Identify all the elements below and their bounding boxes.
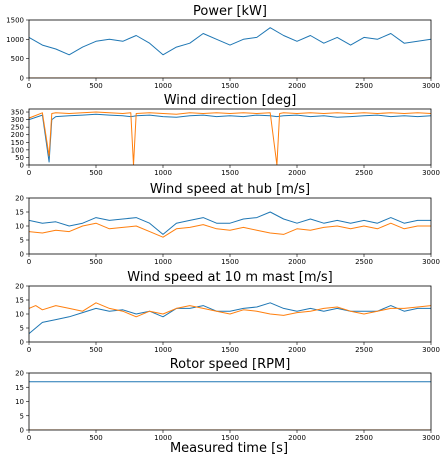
x-tick-label: 1500 xyxy=(221,258,239,266)
plot-frame xyxy=(28,108,432,166)
x-tick-label: 3000 xyxy=(422,434,440,442)
chart-panel-5: Rotor speed [RPM] 0 500 1000 1500 2000 2500 300… xyxy=(15,357,440,442)
x-tick-label: 500 xyxy=(89,82,102,90)
panel-title: Power [kW] xyxy=(193,4,267,19)
y-tick-label: 0 xyxy=(20,339,24,347)
y-tick-label: 0 xyxy=(20,427,24,435)
panel-title: Wind speed at hub [m/s] xyxy=(150,182,310,197)
x-tick-label: 1000 xyxy=(154,434,172,442)
x-tick-label: 0 xyxy=(27,258,31,266)
series-line-1 xyxy=(29,113,431,163)
panel-title: Rotor speed [RPM] xyxy=(170,357,291,372)
y-tick-label: 5 xyxy=(20,412,24,420)
y-tick-label: 20 xyxy=(15,195,24,203)
x-tick-label: 500 xyxy=(89,169,102,177)
y-tick-label: 50 xyxy=(15,154,24,162)
x-tick-label: 1500 xyxy=(221,434,239,442)
y-tick-label: 10 xyxy=(15,398,24,406)
x-tick-label: 3000 xyxy=(422,258,440,266)
y-tick-label: 5 xyxy=(20,237,24,245)
y-tick-label: 15 xyxy=(15,209,24,217)
x-tick-label: 1000 xyxy=(154,82,172,90)
x-tick-label: 1500 xyxy=(221,82,239,90)
y-tick-label: 15 xyxy=(15,297,24,305)
y-tick-label: 1500 xyxy=(6,17,24,25)
x-tick-label: 2000 xyxy=(288,169,306,177)
x-tick-label: 0 xyxy=(27,434,31,442)
x-tick-label: 500 xyxy=(89,434,102,442)
x-tick-label: 2500 xyxy=(355,346,373,354)
y-tick-label: 10 xyxy=(15,223,24,231)
y-tick-label: 15 xyxy=(15,384,24,392)
chart-panel-4: Wind speed at 10 m mast [m/s]0 500 1000 150… xyxy=(15,270,440,354)
x-axis-label: Measured time [s] xyxy=(170,441,288,456)
y-tick-label: 0 xyxy=(20,75,24,83)
x-tick-label: 2500 xyxy=(355,82,373,90)
x-tick-label: 1000 xyxy=(154,169,172,177)
chart-panel-3: Wind speed at hub [m/s] 0 500 1000 1500 2000 2… xyxy=(15,182,440,266)
series-line-1 xyxy=(29,27,431,56)
y-tick-label: 100 xyxy=(11,146,24,154)
x-tick-label: 1500 xyxy=(221,169,239,177)
x-tick-label: 2500 xyxy=(355,169,373,177)
x-tick-label: 0 xyxy=(27,169,31,177)
y-tick-label: 20 xyxy=(15,283,24,291)
x-tick-label: 3000 xyxy=(422,82,440,90)
x-tick-label: 2000 xyxy=(288,434,306,442)
x-tick-label: 0 xyxy=(27,346,31,354)
series-line-2 xyxy=(29,302,431,318)
x-tick-label: 2500 xyxy=(355,258,373,266)
x-tick-label: 500 xyxy=(89,258,102,266)
plot-frame xyxy=(28,19,432,79)
chart-panel-2: Wind direction [deg]0 500 1000 1500 2000 2500… xyxy=(11,93,440,177)
y-tick-label: 350 xyxy=(11,109,24,117)
y-tick-label: 0 xyxy=(20,162,24,170)
x-tick-label: 0 xyxy=(27,82,31,90)
y-tick-label: 300 xyxy=(11,116,24,124)
y-tick-label: 5 xyxy=(20,325,24,333)
y-tick-label: 500 xyxy=(11,55,24,63)
plot-frame xyxy=(28,197,432,255)
x-tick-label: 3000 xyxy=(422,346,440,354)
y-tick-label: 250 xyxy=(11,124,24,132)
y-tick-label: 10 xyxy=(15,311,24,319)
chart-panel-1: Power [kW] 0 500 1000 1500 2000 2500 3000 0 500 10… xyxy=(6,4,440,90)
x-tick-label: 2000 xyxy=(288,346,306,354)
y-tick-label: 0 xyxy=(20,251,24,259)
series-line-2 xyxy=(29,222,431,238)
panel-title: Wind direction [deg] xyxy=(164,93,297,108)
chart-panels: Power [kW]0 500 1000 1500 2000 2500 3000050010… xyxy=(6,4,440,442)
panel-title: Wind speed at 10 m mast [m/s] xyxy=(127,270,332,285)
series-line-1 xyxy=(29,211,431,235)
y-tick-label: 1000 xyxy=(6,36,24,44)
x-tick-label: 500 xyxy=(89,346,102,354)
x-tick-label: 1000 xyxy=(154,258,172,266)
x-tick-label: 3000 xyxy=(422,169,440,177)
y-tick-label: 150 xyxy=(11,139,24,147)
x-tick-label: 1500 xyxy=(221,346,239,354)
y-tick-label: 20 xyxy=(15,370,24,378)
x-tick-label: 2000 xyxy=(288,258,306,266)
x-tick-label: 1000 xyxy=(154,346,172,354)
y-tick-label: 200 xyxy=(11,131,24,139)
series-line-2 xyxy=(29,111,431,165)
series-line-1 xyxy=(29,302,431,334)
x-tick-label: 2500 xyxy=(355,434,373,442)
x-tick-label: 2000 xyxy=(288,82,306,90)
